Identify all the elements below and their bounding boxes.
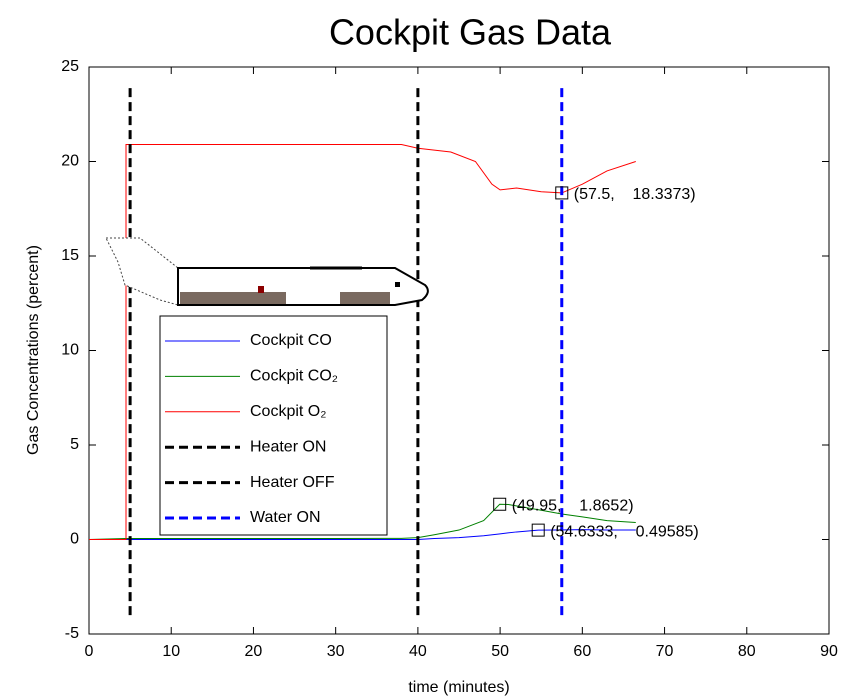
- series-line: [88, 503, 636, 540]
- x-axis-label: time (minutes): [408, 679, 509, 696]
- y-tick-label: 5: [70, 436, 79, 453]
- data-tip-marker: [555, 186, 569, 200]
- shuttle-detail: [258, 286, 264, 293]
- y-axis-label: Gas Concentrations (percent): [25, 245, 42, 455]
- x-tick-label: 80: [738, 643, 756, 660]
- x-tick-label: 10: [162, 643, 180, 660]
- series-line: [89, 143, 636, 540]
- y-tick-label: 15: [61, 247, 79, 264]
- series-line: [89, 529, 636, 540]
- legend-box: [159, 315, 388, 536]
- x-tick-label: 90: [820, 643, 838, 660]
- shuttle-image: [105, 237, 429, 306]
- legend-label: Water ON: [250, 509, 321, 526]
- legend-label: Heater OFF: [250, 474, 335, 491]
- data-tip-label: (49.95, 1.8652): [512, 497, 634, 514]
- legend-label: Cockpit O₂: [250, 403, 326, 420]
- chart-title: Cockpit Gas Data: [329, 12, 612, 53]
- data-tip-marker: [531, 523, 545, 537]
- x-tick-label: 70: [656, 643, 674, 660]
- shuttle-detail: [395, 282, 400, 287]
- y-tick-label: -5: [65, 625, 79, 642]
- legend-label: Heater ON: [250, 438, 326, 455]
- y-tick-label: 20: [61, 153, 79, 170]
- legend-label: Cockpit CO₂: [250, 368, 338, 385]
- y-tick-label: 25: [61, 58, 79, 75]
- data-tip-marker: [493, 497, 507, 511]
- x-tick-label: 40: [409, 643, 427, 660]
- x-tick-label: 0: [85, 643, 94, 660]
- x-tick-label: 20: [245, 643, 263, 660]
- x-tick-label: 50: [491, 643, 509, 660]
- data-tip-label: (57.5, 18.3373): [574, 186, 696, 203]
- data-tip-label: (54.6333, 0.49585): [550, 523, 699, 540]
- shuttle-panel: [180, 292, 286, 304]
- shuttle-panel: [340, 292, 390, 304]
- legend: Cockpit CO Cockpit CO₂ Cockpit O₂ Heater ON…: [159, 315, 388, 536]
- plot-area: 0 10 20 30 40 50 60 70 80 90 -5 0 5 10 15 20 25 (57.5, 18…: [61, 58, 838, 660]
- x-tick-label: 60: [573, 643, 591, 660]
- y-tick-label: 0: [70, 531, 79, 548]
- y-tick-label: 10: [61, 342, 79, 359]
- legend-label: Cockpit CO: [250, 332, 332, 349]
- x-tick-label: 30: [327, 643, 345, 660]
